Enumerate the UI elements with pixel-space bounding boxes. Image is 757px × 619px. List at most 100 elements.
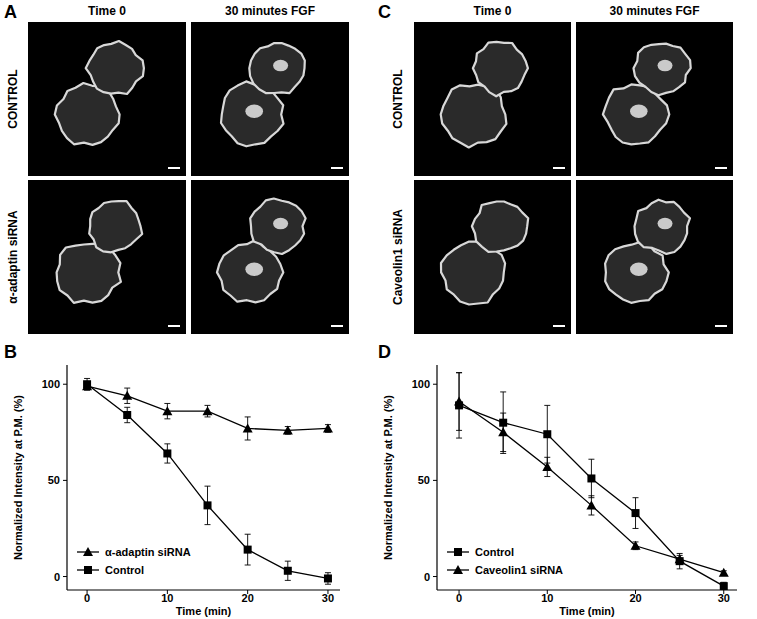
error-cap [124, 403, 130, 404]
legend-marker [84, 566, 92, 574]
vesicle-cluster [273, 218, 288, 230]
error-cap [588, 459, 594, 460]
error-cap [164, 403, 170, 404]
marker-triangle [323, 423, 333, 432]
error-cap [205, 405, 211, 406]
marker-triangle [542, 462, 552, 471]
vesicle-cluster [630, 105, 648, 119]
error-cap [325, 572, 331, 573]
error-cap [164, 443, 170, 444]
scale-bar [715, 325, 727, 327]
error-cap [456, 430, 462, 431]
legend-label: Caveolin1 siRNA [475, 564, 563, 576]
legend-marker [454, 548, 462, 556]
error-cap [245, 565, 251, 566]
error-cap [285, 580, 291, 581]
marker-square [163, 449, 171, 457]
vesicle-cluster [658, 60, 673, 72]
error-cap [500, 413, 506, 414]
marker-square [632, 509, 640, 517]
y-axis-label: Normalized Intensity at P.M. (%) [12, 395, 24, 560]
legend-label: Control [475, 546, 514, 558]
image-frame [28, 180, 186, 334]
vesicle-cluster [245, 105, 263, 119]
legend-marker [83, 547, 93, 556]
series-line [87, 386, 328, 430]
x-axis [67, 589, 340, 590]
cell-outline [89, 201, 142, 252]
marker-square [83, 380, 91, 388]
scale-bar [168, 325, 180, 327]
micrograph [414, 180, 571, 334]
scale-bar [553, 167, 565, 169]
marker-square [244, 546, 252, 554]
cell-outline [473, 42, 528, 97]
error-cap [124, 388, 130, 389]
cell-outline [249, 43, 304, 93]
scale-bar [715, 167, 727, 169]
marker-triangle [283, 425, 293, 434]
error-cap [164, 418, 170, 419]
micrograph [28, 22, 186, 176]
y-tick [63, 576, 67, 577]
figure: ATime 030 minutes FGFCONTROLα-adaptin si… [0, 0, 757, 619]
y-tick [63, 384, 67, 385]
error-cap [456, 372, 462, 373]
image-frame [576, 180, 733, 334]
row-label: CONTROL [391, 69, 405, 128]
marker-triangle [498, 427, 508, 436]
error-cap [500, 451, 506, 452]
x-axis-label: Time (min) [559, 605, 615, 617]
plot-area [82, 378, 333, 584]
vesicle-cluster [658, 218, 673, 230]
error-bar [503, 392, 504, 454]
error-cap [588, 515, 594, 516]
cell-outline [250, 199, 305, 255]
error-cap [456, 372, 462, 373]
marker-triangle [631, 541, 641, 550]
legend-marker [453, 565, 463, 574]
marker-square [204, 501, 212, 509]
column-header: 30 minutes FGF [609, 4, 699, 18]
legend-label: α-adaptin siRNA [105, 546, 191, 558]
x-tick-label: 30 [322, 592, 334, 604]
plot-area [454, 373, 729, 590]
legend: α-adaptin siRNAControl [77, 546, 191, 576]
x-tick-label: 20 [629, 592, 641, 604]
y-tick-label: 100 [42, 378, 60, 390]
column-header: 30 minutes FGF [225, 4, 315, 18]
series-line [87, 384, 328, 578]
cell-outline [634, 44, 691, 96]
marker-triangle [203, 406, 213, 415]
y-tick-label: 100 [412, 378, 430, 390]
error-cap [588, 495, 594, 496]
error-cap [84, 390, 90, 391]
error-cap [544, 457, 550, 458]
y-tick-label: 50 [418, 474, 430, 486]
marker-square [543, 430, 551, 438]
image-frame [414, 22, 571, 176]
error-cap [677, 553, 683, 554]
scale-bar [331, 325, 343, 327]
x-axis-label: Time (min) [176, 605, 232, 617]
marker-square [324, 574, 332, 582]
marker-triangle [454, 397, 464, 406]
y-tick [433, 480, 437, 481]
row-label: α-adaptin siRNA [6, 210, 20, 304]
marker-square [587, 474, 595, 482]
x-tick-label: 10 [161, 592, 173, 604]
marker-triangle [675, 554, 685, 563]
panel-label: B [4, 342, 17, 362]
x-tick-label: 0 [84, 592, 90, 604]
error-cap [544, 476, 550, 477]
x-tick-label: 30 [718, 592, 730, 604]
micrograph [414, 22, 571, 176]
y-tick [433, 576, 437, 577]
cell-outline [86, 41, 144, 94]
error-cap [245, 534, 251, 535]
marker-triangle [586, 500, 596, 509]
micrograph [28, 180, 186, 334]
marker-triangle [162, 406, 172, 415]
error-cap [633, 528, 639, 529]
scale-bar [168, 167, 180, 169]
